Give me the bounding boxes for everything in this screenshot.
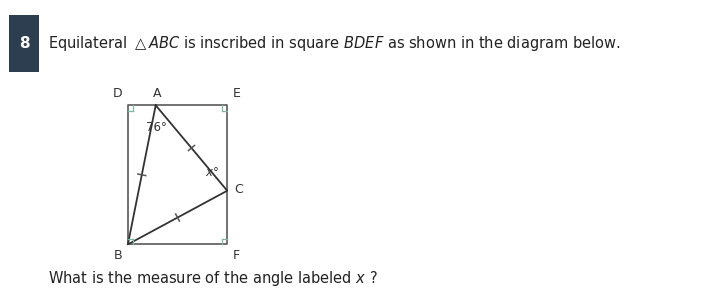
Text: F: F [233, 249, 240, 262]
Text: $x$°: $x$° [206, 166, 220, 179]
Text: What is the measure of the angle labeled $x$ ?: What is the measure of the angle labeled… [48, 269, 378, 288]
Text: E: E [233, 87, 241, 100]
Text: Equilateral $\triangle ABC$ is inscribed in square $BDEF$ as shown in the diagra: Equilateral $\triangle ABC$ is inscribed… [48, 34, 621, 53]
Text: C: C [234, 183, 243, 196]
Text: A: A [152, 87, 161, 100]
Text: 76°: 76° [146, 121, 166, 134]
Text: B: B [113, 249, 122, 262]
Text: D: D [112, 87, 122, 100]
Text: 8: 8 [19, 36, 29, 51]
